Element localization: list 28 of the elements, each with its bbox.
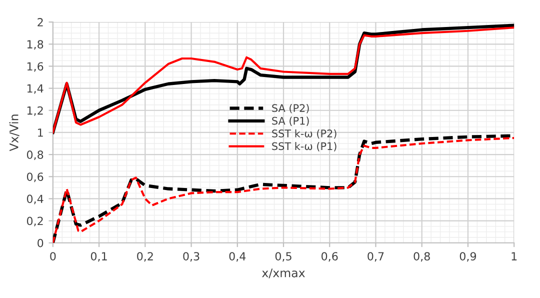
y-tick-label: 0,4 [26, 194, 44, 204]
y-tick-label: 2 [38, 18, 43, 26]
x-tick-label: 0,1 [90, 252, 107, 262]
x-tick-label: 0,2 [137, 252, 153, 262]
x-tick-label: 0,7 [368, 252, 384, 262]
x-tick-label: 0,3 [183, 252, 200, 262]
y-axis-title: Vx/Vin [9, 114, 20, 152]
x-tick-label: 0,9 [460, 252, 476, 262]
x-axis-title: x/xmax [262, 268, 305, 278]
legend-label: SST k-ω (P1) [272, 142, 336, 152]
y-tick-label: 1,6 [27, 62, 44, 72]
y-tick-label: 1,2 [27, 106, 43, 116]
y-tick-label: 0,8 [26, 150, 44, 160]
x-tick-label: 0 [50, 252, 56, 260]
legend-label: SA (P1) [272, 116, 309, 126]
y-tick-label: 1,8 [27, 40, 44, 50]
y-tick-label: 0 [38, 238, 44, 248]
x-tick-label: 0,6 [322, 252, 338, 262]
legend-label: SA (P2) [272, 104, 309, 114]
y-tick-label: 1,4 [27, 84, 44, 94]
y-tick-label: 0,2 [26, 216, 43, 226]
x-tick-label: 0,8 [414, 252, 430, 262]
y-tick-label: 1 [38, 128, 43, 137]
legend-label: SST k-ω (P2) [272, 129, 336, 139]
x-tick-label: 0,4 [229, 252, 246, 262]
y-tick-label: 0,6 [26, 172, 44, 182]
x-tick-label: 1 [512, 252, 517, 260]
x-tick-label: 0,5 [275, 252, 292, 262]
